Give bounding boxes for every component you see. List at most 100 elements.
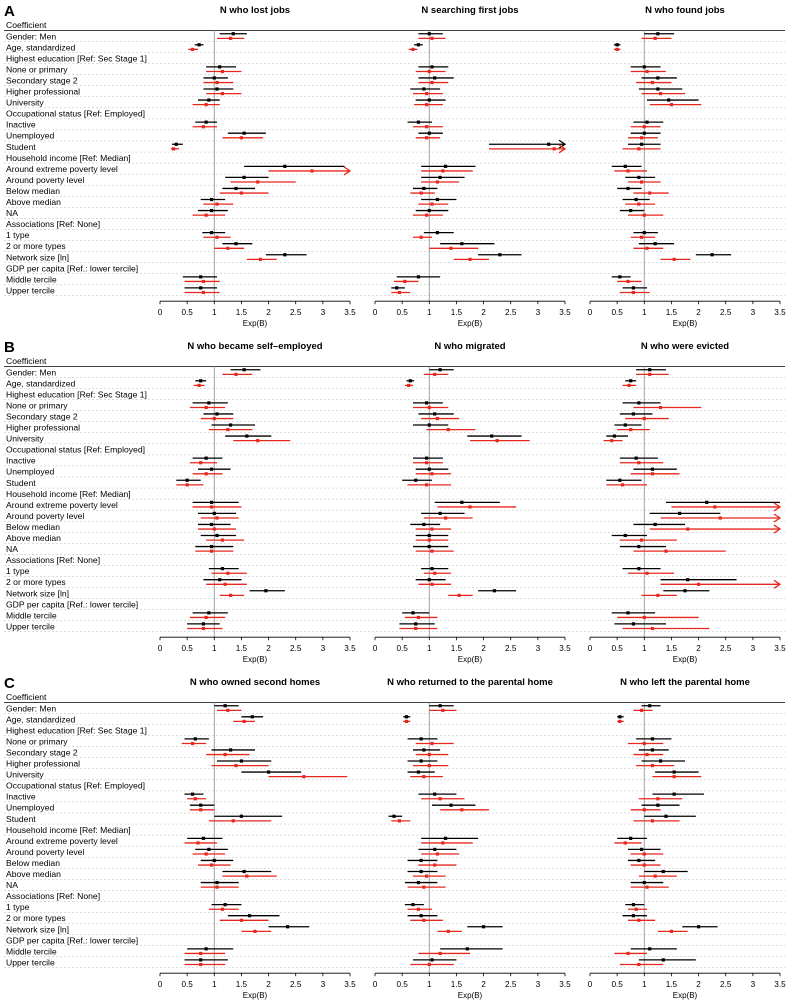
point-estimate-black [433,412,437,416]
point-estimate-black [395,286,399,290]
row-label-gender-men: Gender: Men [6,703,56,713]
point-estimate-red [664,549,668,553]
row-label-associations-ref-none: Associations [Ref: None] [6,219,100,229]
point-estimate-black [416,43,421,47]
row-label-na: NA [6,544,18,554]
x-tick-label: 2.5 [720,644,732,653]
row-label-below-median: Below median [6,858,60,868]
point-estimate-red [642,125,646,129]
point-estimate-red [199,461,203,465]
point-estimate-red [645,69,649,74]
x-tick-label: 3.5 [774,308,786,317]
point-estimate-red [201,290,206,295]
point-estimate-red [239,191,244,195]
point-estimate-black [220,567,225,571]
point-estimate-black [629,208,633,213]
point-estimate-black [645,120,649,124]
x-tick-label: 1.5 [236,308,248,317]
point-estimate-black [193,737,197,741]
x-tick-label: 1.5 [451,644,463,653]
point-estimate-red [204,213,208,217]
point-estimate-red [460,808,464,812]
point-estimate-black [228,748,233,752]
point-estimate-red [639,136,644,140]
point-estimate-red [441,841,445,845]
x-tick-label: 0 [373,980,378,989]
point-estimate-red [419,235,423,239]
point-estimate-red [433,863,437,867]
point-estimate-red [430,472,434,476]
x-tick-label: 0 [588,980,593,989]
point-estimate-red [653,874,657,878]
row-label-na: NA [6,880,18,890]
row-label-university: University [6,434,44,444]
row-label-upper-tercile: Upper tercile [6,957,55,967]
x-tick-label: 1.5 [666,980,678,989]
row-label-gender-men: Gender: Men [6,367,56,377]
x-axis-title: Exp(B) [458,319,483,328]
x-tick-label: 0 [373,644,378,653]
point-estimate-red [618,719,622,723]
row-label-unemployed: Unemployed [6,467,54,477]
point-estimate-black [650,467,655,471]
point-estimate-red [422,918,426,922]
point-estimate-black [427,544,431,549]
point-estimate-red [204,472,208,476]
point-estimate-red [427,764,431,768]
row-label-around-poverty-level: Around poverty level [6,511,84,521]
point-estimate-black [677,511,682,515]
row-label-household-income-ref-median: Household income [Ref: Median] [6,825,131,835]
point-estimate-red [449,246,453,250]
point-estimate-red [446,929,450,933]
point-estimate-black [629,379,633,383]
point-estimate-black [419,914,423,918]
x-tick-label: 2.5 [505,308,517,317]
x-tick-label: 3 [536,308,541,317]
row-label-household-income-ref-median: Household income [Ref: Median] [6,489,131,499]
row-label-higher-professional: Higher professional [6,759,80,769]
point-estimate-black [239,814,244,818]
point-estimate-red [424,136,429,140]
point-estimate-red [397,290,402,295]
x-tick-label: 1.5 [451,980,463,989]
point-estimate-black [492,589,497,593]
x-tick-label: 1 [642,980,647,989]
row-label-around-poverty-level: Around poverty level [6,847,84,857]
point-estimate-red [226,708,230,712]
point-estimate-red [468,505,472,509]
row-label-gdp-per-capita-ref-lower-tercile: GDP per capita [Ref.: lower tercile] [6,935,138,945]
point-estimate-black [411,903,415,907]
x-tick-label: 2 [696,980,701,989]
point-estimate-black [637,175,641,179]
point-estimate-red [245,874,249,878]
point-estimate-black [427,533,431,538]
point-estimate-red [435,852,440,856]
point-estimate-red [422,885,426,889]
point-estimate-black [430,958,434,962]
point-estimate-black [430,567,434,571]
point-estimate-red [424,92,429,96]
x-tick-label: 1.5 [236,980,248,989]
point-estimate-red [424,874,429,878]
point-estimate-black [656,803,660,807]
point-estimate-black [185,478,189,482]
panel-title: N who became self–employed [187,341,322,352]
point-estimate-red [441,708,445,712]
point-estimate-black [672,792,676,796]
row-label-age-standardized: Age, standardized [6,714,75,724]
point-estimate-red [215,235,219,239]
row-label-around-poverty-level: Around poverty level [6,175,84,185]
x-axis-title: Exp(B) [243,655,268,664]
row-label-2-or-more-types: 2 or more types [6,241,66,251]
row-label-na: NA [6,208,18,218]
point-estimate-black [264,589,268,593]
ci-arrow-red [773,579,782,589]
point-estimate-black [650,748,655,752]
row-label-1-type: 1 type [6,230,30,240]
row-label-upper-tercile: Upper tercile [6,285,55,295]
row-label-none-or-primary: None or primary [6,400,68,410]
point-estimate-red [623,841,627,845]
point-estimate-black [443,836,448,840]
point-estimate-black [201,622,206,626]
point-estimate-black [416,120,421,124]
